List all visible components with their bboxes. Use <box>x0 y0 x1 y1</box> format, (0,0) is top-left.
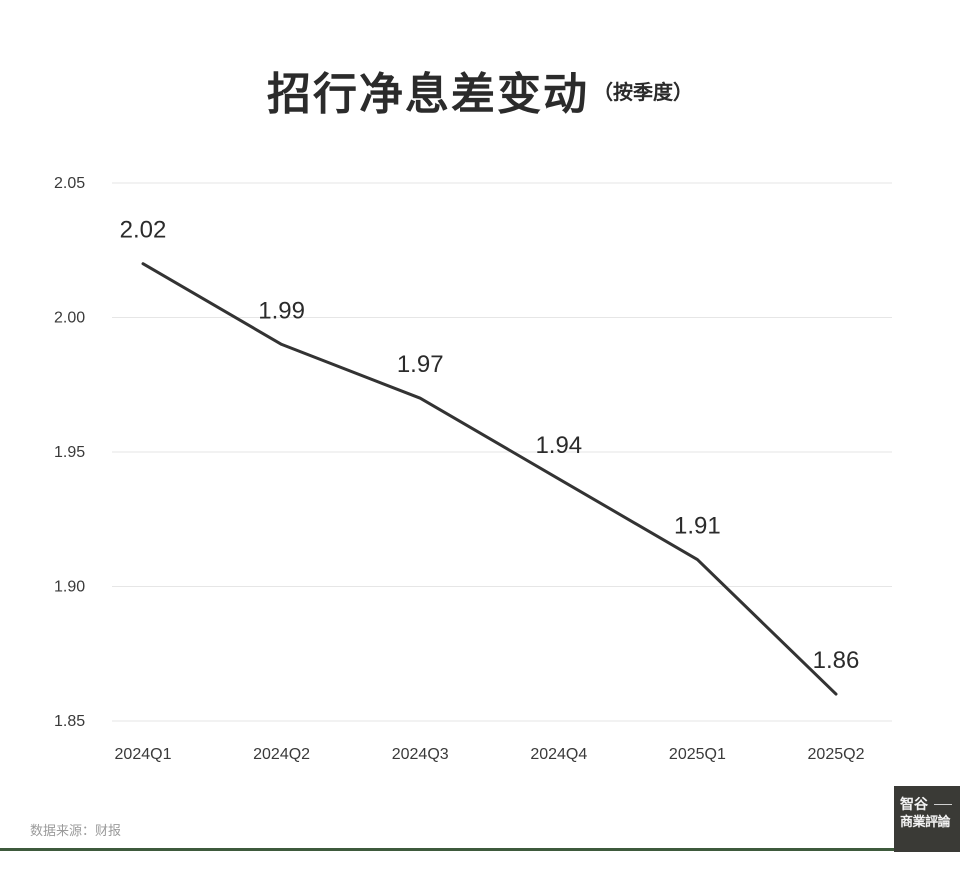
y-tick-label: 1.85 <box>54 713 85 730</box>
x-tick-label: 2025Q2 <box>808 746 865 763</box>
x-tick-label: 2024Q2 <box>253 746 310 763</box>
x-tick-label: 2024Q3 <box>392 746 449 763</box>
y-tick-label: 1.90 <box>54 579 85 596</box>
data-label: 1.91 <box>674 513 721 540</box>
grid-lines <box>112 182 892 722</box>
data-label: 1.97 <box>397 351 444 378</box>
data-label: 1.86 <box>813 647 860 674</box>
series-line <box>141 262 838 696</box>
y-axis-ticks: 1.85 1.90 1.95 2.00 2.05 <box>54 175 85 730</box>
series-line-path <box>141 262 838 696</box>
data-label: 2.02 <box>120 217 167 244</box>
data-labels: 2.02 1.99 1.97 1.94 1.91 1.86 <box>120 217 860 674</box>
y-tick-label: 1.95 <box>54 444 85 461</box>
data-label: 1.94 <box>535 432 582 459</box>
x-tick-label: 2024Q4 <box>530 746 587 763</box>
logo-line-1: 智谷 <box>900 797 928 813</box>
data-source-note: 数据来源：财报 <box>30 824 122 839</box>
chart-title-row: 招行净息差变动 （按季度） <box>0 58 960 122</box>
y-tick-label: 2.00 <box>54 310 85 327</box>
x-tick-label: 2024Q1 <box>115 746 172 763</box>
x-tick-label: 2025Q1 <box>669 746 726 763</box>
logo-line-2: 商業評論 <box>900 815 951 830</box>
chart-title: 招行净息差变动 <box>267 69 589 120</box>
x-axis-ticks: 2024Q1 2024Q2 2024Q3 2024Q4 2025Q1 2025Q2 <box>115 746 865 763</box>
data-label: 1.99 <box>258 297 305 324</box>
brand-logo: 智谷 商業評論 <box>894 786 960 852</box>
logo-bar <box>934 804 952 805</box>
y-tick-label: 2.05 <box>54 175 85 192</box>
bottom-rule <box>0 848 960 851</box>
chart-subtitle: （按季度） <box>593 79 693 104</box>
